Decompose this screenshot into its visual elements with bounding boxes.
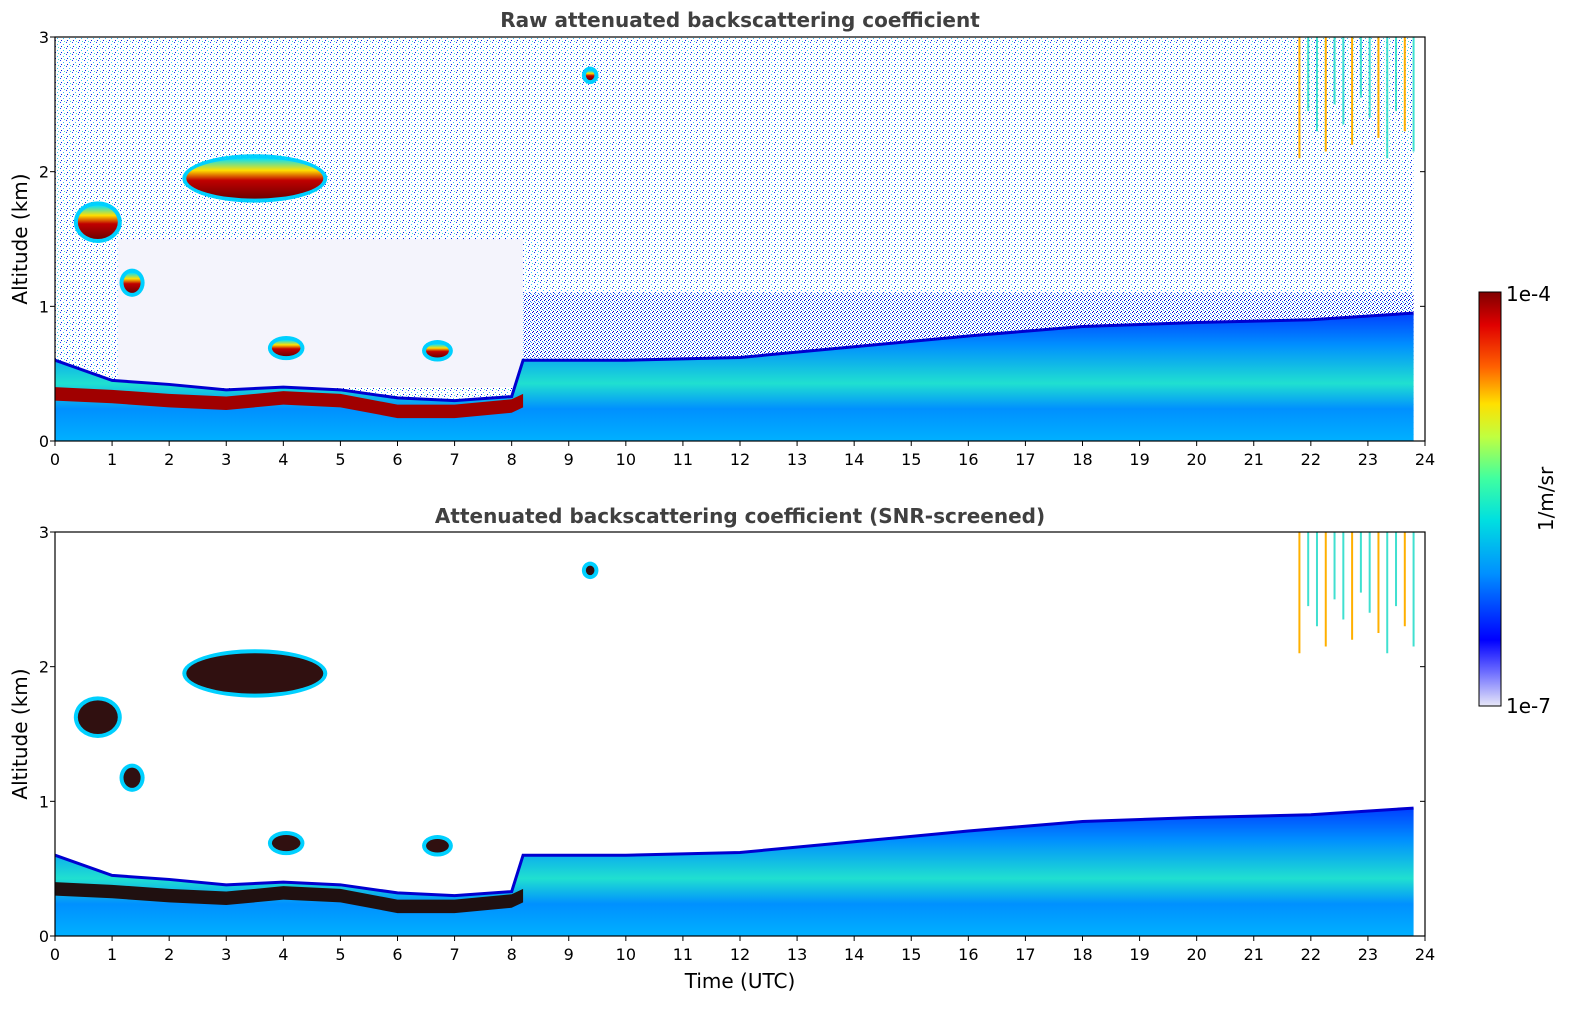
x-tick-label: 18 (1072, 945, 1092, 964)
x-tick-label: 13 (787, 945, 807, 964)
y-tick-label: 0 (39, 432, 49, 451)
x-tick-label: 10 (616, 450, 636, 469)
x-tick-label: 10 (616, 945, 636, 964)
x-tick-label: 21 (1244, 450, 1264, 469)
x-tick-label: 7 (449, 945, 459, 964)
x-tick-label: 24 (1415, 450, 1435, 469)
y-tick-label: 1 (39, 297, 49, 316)
aerosol-layer-top-edge (54, 806, 1414, 898)
y-axis: 0 1 2 3 (39, 523, 1425, 946)
x-tick-label: 17 (1015, 945, 1035, 964)
y-tick-label: 0 (39, 927, 49, 946)
aerosol-layer (55, 808, 1414, 936)
x-tick-label: 13 (787, 450, 807, 469)
x-tick-label: 14 (844, 450, 864, 469)
panel-title: Raw attenuated backscattering coefficien… (500, 8, 980, 32)
x-tick-label: 21 (1244, 945, 1264, 964)
y-axis-label: Altitude (km) (8, 668, 32, 799)
y-tick-label: 3 (39, 523, 49, 542)
x-tick-label: 12 (730, 945, 750, 964)
x-tick-label: 8 (507, 450, 517, 469)
elevated-cloud (123, 767, 141, 788)
colorbar-units-label: 1/m/sr (1534, 466, 1558, 531)
x-tick-label: 1 (107, 945, 117, 964)
x-tick-label: 23 (1358, 450, 1378, 469)
x-axis: 0 1 2 3 4 5 6 7 8 9 10 11 12 13 14 15 16 17 18 19 20 21 22 23 24 (50, 936, 1435, 964)
y-tick-label: 3 (39, 28, 49, 47)
boundary-layer-cloud (55, 387, 524, 419)
aerosol-layer-top-edge (54, 311, 1414, 403)
colorbar-min-label: 1e-7 (1506, 694, 1551, 718)
x-tick-label: 8 (507, 945, 517, 964)
colorbar: 1e-4 1e-7 1/m/sr (1478, 282, 1558, 718)
x-tick-label: 2 (164, 450, 174, 469)
raw-backscatter-panel: Raw attenuated backscattering coefficien… (8, 8, 1435, 469)
x-tick-label: 19 (1129, 945, 1149, 964)
elevated-cloud (271, 340, 301, 357)
x-tick-label: 6 (392, 945, 402, 964)
x-axis: 0 1 2 3 4 5 6 7 8 9 10 11 12 13 14 15 16 17 18 19 20 21 22 23 24 (50, 441, 1435, 469)
x-tick-label: 1 (107, 450, 117, 469)
clear-air-region (117, 239, 524, 388)
x-tick-label: 16 (958, 450, 978, 469)
x-tick-label: 15 (901, 945, 921, 964)
x-tick-label: 24 (1415, 945, 1435, 964)
x-tick-label: 0 (50, 945, 60, 964)
colorbar-max-label: 1e-4 (1506, 282, 1551, 306)
colorbar-gradient (1478, 291, 1502, 707)
x-tick-label: 22 (1301, 945, 1321, 964)
x-tick-label: 7 (449, 450, 459, 469)
boundary-layer-cloud (55, 882, 524, 914)
x-tick-label: 19 (1129, 450, 1149, 469)
x-tick-label: 9 (564, 450, 574, 469)
elevated-cloud (123, 272, 141, 293)
x-tick-label: 3 (221, 450, 231, 469)
x-tick-label: 17 (1015, 450, 1035, 469)
x-tick-label: 12 (730, 450, 750, 469)
x-tick-label: 11 (673, 450, 693, 469)
x-tick-label: 4 (278, 945, 288, 964)
elevated-cloud (585, 565, 595, 576)
x-tick-label: 6 (392, 450, 402, 469)
x-axis-label: Time (UTC) (684, 969, 796, 993)
x-tick-label: 0 (50, 450, 60, 469)
panel-title: Attenuated backscattering coefficient (S… (435, 504, 1045, 528)
x-tick-label: 11 (673, 945, 693, 964)
x-tick-label: 20 (1186, 450, 1206, 469)
x-tick-label: 4 (278, 450, 288, 469)
x-tick-label: 5 (335, 450, 345, 469)
elevated-cloud (426, 344, 449, 358)
elevated-cloud (186, 653, 324, 694)
heatmap-area (54, 37, 1415, 441)
heatmap-area (54, 532, 1415, 936)
x-tick-label: 5 (335, 945, 345, 964)
y-axis-label: Altitude (km) (8, 173, 32, 304)
elevated-cloud (426, 839, 449, 853)
snr-screened-backscatter-panel: Attenuated backscattering coefficient (S… (8, 504, 1435, 993)
x-tick-label: 20 (1186, 945, 1206, 964)
y-tick-label: 1 (39, 792, 49, 811)
elevated-cloud (186, 158, 324, 199)
x-tick-label: 23 (1358, 945, 1378, 964)
x-tick-label: 18 (1072, 450, 1092, 469)
elevated-cloud (585, 70, 595, 81)
elevated-cloud (77, 700, 118, 735)
y-axis: 0 1 2 3 (39, 28, 1425, 451)
x-tick-label: 14 (844, 945, 864, 964)
elevated-cloud (77, 205, 118, 240)
x-tick-label: 16 (958, 945, 978, 964)
y-tick-label: 2 (39, 163, 49, 182)
x-tick-label: 9 (564, 945, 574, 964)
x-tick-label: 3 (221, 945, 231, 964)
elevated-cloud (271, 835, 301, 852)
x-tick-label: 15 (901, 450, 921, 469)
y-tick-label: 2 (39, 658, 49, 677)
x-tick-label: 22 (1301, 450, 1321, 469)
x-tick-label: 2 (164, 945, 174, 964)
